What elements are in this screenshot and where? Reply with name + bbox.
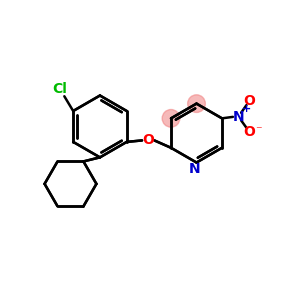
Circle shape	[188, 95, 205, 112]
Text: O: O	[243, 125, 255, 139]
Text: N: N	[232, 110, 244, 124]
Text: O: O	[243, 94, 255, 108]
Text: Cl: Cl	[52, 82, 68, 96]
Circle shape	[162, 110, 180, 127]
Text: ⁻: ⁻	[255, 124, 262, 137]
Text: +: +	[242, 103, 251, 114]
Text: N: N	[189, 162, 201, 176]
Text: O: O	[142, 134, 154, 147]
